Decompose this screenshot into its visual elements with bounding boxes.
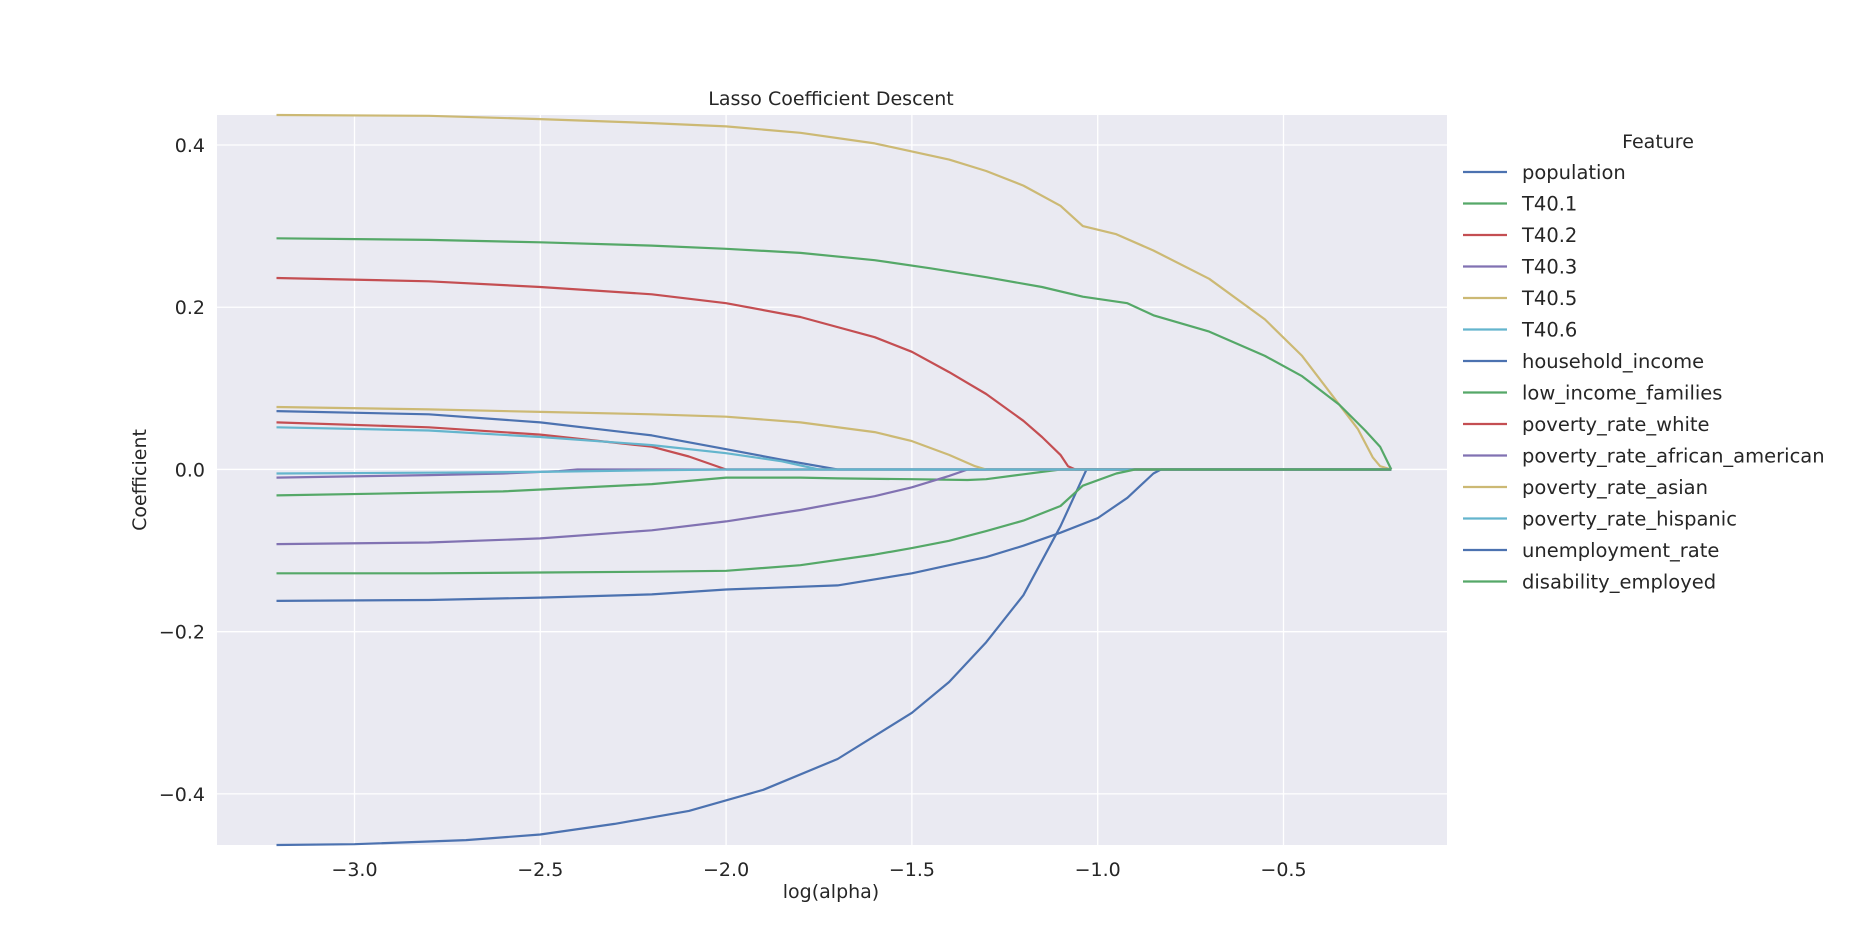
y-tick-label: −0.2 — [159, 622, 205, 644]
legend-item: poverty_rate_asian — [1463, 476, 1708, 499]
legend-item: T40.1 — [1463, 193, 1577, 216]
x-tick-label: −1.0 — [1075, 859, 1121, 881]
series-line-t40-5 — [276, 113, 1392, 471]
legend-items: population T40.1 T40.2 T40.3 T40.5 T40.6 house… — [1463, 161, 1825, 594]
x-tick-label: −2.0 — [703, 859, 749, 881]
legend: Feature population T40.1 T40.2 T40.3 T40.5 T4… — [1463, 131, 1825, 594]
x-tick-labels: −3.0 −2.5 −2.0 −1.5 −1.0 −0.5 — [331, 859, 1306, 881]
series-line-low-income-families — [276, 237, 1393, 470]
legend-label: T40.2 — [1521, 224, 1577, 247]
x-tick-label: −1.5 — [889, 859, 935, 881]
legend-item: poverty_rate_african_american — [1463, 445, 1825, 468]
series-line-household-income — [276, 468, 1392, 847]
x-tick-label: −0.5 — [1260, 859, 1306, 881]
legend-label: population — [1522, 161, 1626, 184]
legend-item: population — [1463, 161, 1626, 184]
series-line-poverty-rate-asian — [276, 405, 1392, 471]
chart-title: Lasso Coefficient Descent — [708, 88, 953, 110]
series-line-t40-1 — [276, 468, 1392, 497]
legend-label: unemployment_rate — [1522, 539, 1719, 562]
legend-item: poverty_rate_hispanic — [1463, 508, 1737, 531]
legend-label: T40.3 — [1521, 256, 1577, 279]
legend-item: household_income — [1463, 350, 1704, 373]
plot-background — [217, 115, 1447, 845]
legend-label: poverty_rate_hispanic — [1522, 508, 1737, 531]
legend-label: poverty_rate_african_american — [1522, 445, 1825, 468]
legend-item: disability_employed — [1463, 571, 1716, 594]
series-lines — [276, 113, 1393, 847]
legend-item: T40.6 — [1463, 319, 1577, 342]
legend-item: T40.5 — [1463, 287, 1577, 310]
legend-item: poverty_rate_white — [1463, 413, 1710, 436]
y-tick-labels: −0.4 −0.2 0.0 0.2 0.4 — [159, 135, 205, 806]
legend-item: unemployment_rate — [1463, 539, 1719, 562]
legend-label: T40.5 — [1521, 287, 1577, 310]
series-line-disability-employed — [276, 468, 1392, 575]
legend-label: disability_employed — [1522, 571, 1716, 594]
series-line-poverty-rate-hispanic — [276, 426, 1392, 471]
x-tick-label: −2.5 — [517, 859, 563, 881]
legend-item: T40.2 — [1463, 224, 1577, 247]
y-tick-label: 0.4 — [175, 135, 205, 157]
y-axis-label: Coefficient — [129, 429, 151, 531]
x-tick-label: −3.0 — [331, 859, 377, 881]
legend-label: T40.6 — [1521, 319, 1577, 342]
legend-label: household_income — [1522, 350, 1704, 373]
legend-label: poverty_rate_white — [1522, 413, 1710, 436]
series-line-unemployment-rate — [276, 468, 1392, 602]
legend-label: T40.1 — [1521, 193, 1577, 216]
legend-title: Feature — [1622, 131, 1694, 153]
legend-label: low_income_families — [1522, 382, 1722, 405]
x-axis-label: log(alpha) — [783, 881, 879, 903]
legend-label: poverty_rate_asian — [1522, 476, 1708, 499]
y-tick-label: 0.2 — [175, 297, 205, 319]
series-line-population — [276, 410, 1392, 471]
y-tick-label: −0.4 — [159, 784, 205, 806]
legend-item: low_income_families — [1463, 382, 1722, 405]
series-line-poverty-rate-white — [276, 276, 1392, 471]
legend-item: T40.3 — [1463, 256, 1577, 279]
y-tick-label: 0.0 — [175, 459, 205, 481]
series-line-poverty-rate-african-american — [276, 468, 1392, 546]
